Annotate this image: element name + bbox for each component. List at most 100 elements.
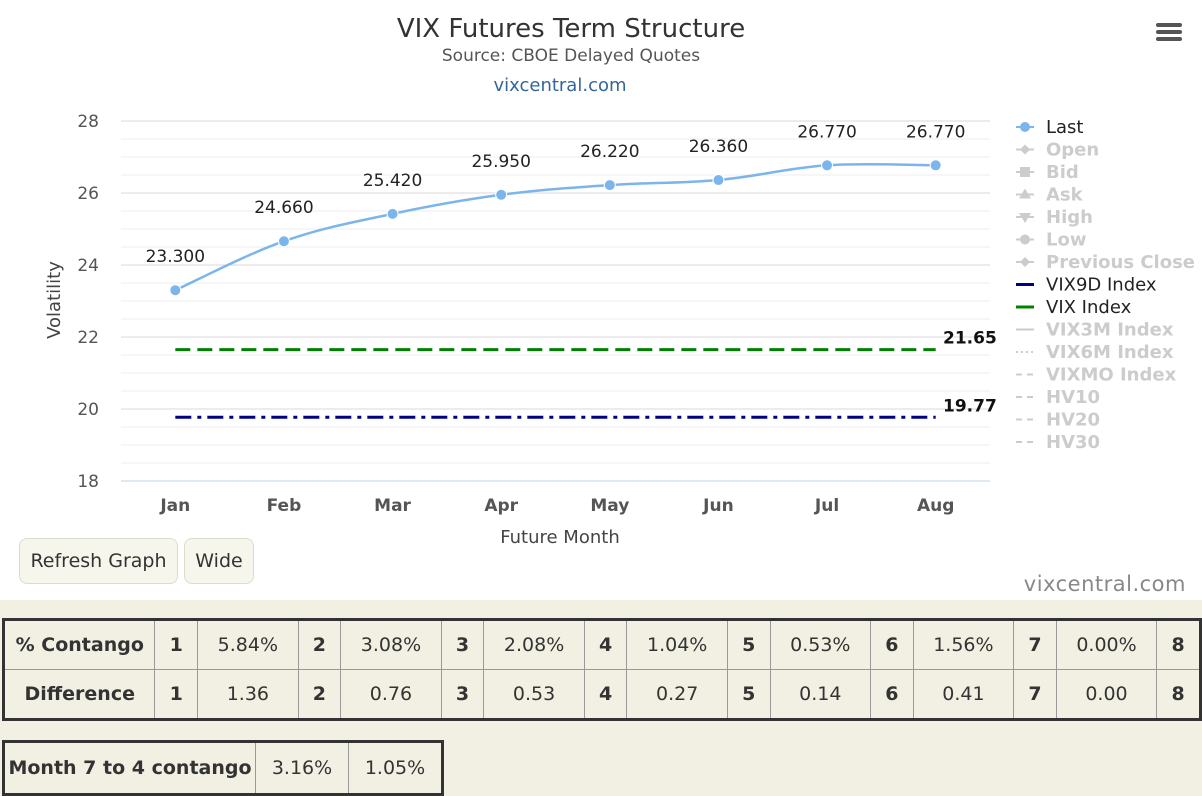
month-number-cell: 4 (583, 669, 628, 720)
value-cell: 1.04% (626, 619, 728, 670)
value-cell: 0.53% (769, 619, 872, 670)
x-tick-label: Apr (484, 496, 518, 516)
data-point (169, 284, 182, 297)
legend-item: Low (1046, 230, 1086, 251)
month-number-cell: 2 (297, 669, 342, 720)
x-axis-title: Future Month (500, 527, 619, 548)
x-tick-label: Feb (267, 496, 302, 516)
value-cell: 0.76 (340, 669, 442, 720)
month-number-cell: 6 (870, 669, 914, 720)
data-point (277, 235, 290, 248)
x-tick-label: May (590, 496, 629, 516)
hamburger-menu-icon[interactable] (1150, 20, 1188, 50)
table-row: Difference 1 1.36 2 0.76 3 0.53 4 0.27 5 0.14 6 0.41… (2, 669, 1201, 720)
data-point (495, 188, 508, 201)
data-label: 24.660 (254, 198, 313, 218)
legend-item: High (1046, 207, 1093, 228)
vix9d-index-label: 19.77 (943, 396, 997, 416)
row-label: Difference (2, 669, 156, 720)
legend-marker (1020, 234, 1030, 245)
legend-item: VIXMO Index (1046, 365, 1177, 386)
legend-item: Previous Close (1046, 252, 1195, 273)
value-cell: 2.08% (483, 619, 585, 670)
chart-subtitle: Source: CBOE Delayed Quotes (442, 46, 700, 66)
data-label: 26.220 (580, 142, 639, 162)
y-tick-label: 24 (77, 256, 99, 276)
credit-link: vixcentral.com (493, 75, 626, 96)
legend-item: Last (1046, 117, 1084, 138)
month-number-cell: 8 (1156, 619, 1201, 670)
legend-item: VIX9D Index (1046, 275, 1157, 296)
value-cell: 0.53 (483, 669, 585, 720)
summary-label: Month 7 to 4 contango (3, 741, 256, 795)
refresh-graph-button[interactable]: Refresh Graph (19, 538, 178, 584)
month-number-cell: 7 (1013, 619, 1057, 670)
legend-item: VIX Index (1046, 297, 1132, 318)
value-cell: 0.00 (1055, 669, 1158, 720)
legend-item: VIX3M Index (1046, 320, 1174, 341)
month-number-cell: 3 (440, 619, 485, 670)
data-point (603, 179, 616, 192)
row-label: % Contango (2, 619, 156, 670)
legend-item: HV10 (1046, 387, 1100, 408)
month-number-cell: 5 (726, 669, 771, 720)
x-tick-label: Aug (917, 496, 954, 516)
table-row: Month 7 to 4 contango 3.16% 1.05% (3, 741, 443, 795)
month-number-cell: 5 (726, 619, 771, 670)
legend-item: HV30 (1046, 432, 1100, 453)
vix-index-label: 21.65 (943, 329, 997, 349)
month-number-cell: 7 (1013, 669, 1057, 720)
wide-button[interactable]: Wide (184, 538, 254, 584)
last-series-line (174, 162, 936, 292)
y-tick-label: 22 (77, 328, 99, 348)
y-tick-label: 18 (77, 472, 99, 492)
data-point (821, 159, 834, 172)
summary-table: Month 7 to 4 contango 3.16% 1.05% (2, 740, 444, 796)
month-number-cell: 3 (440, 669, 485, 720)
table-row: % Contango 1 5.84% 2 3.08% 3 2.08% 4 1.04% 5 0.53%… (2, 619, 1201, 670)
x-tick-label: Jun (702, 496, 734, 516)
x-tick-label: Jan (159, 496, 190, 516)
watermark: vixcentral.com (1023, 572, 1186, 596)
value-cell: 0.27 (626, 669, 728, 720)
legend-item: Bid (1046, 162, 1079, 183)
x-tick-label: Mar (374, 496, 411, 516)
legend-marker (1020, 144, 1030, 155)
data-point (386, 207, 399, 220)
chart-title: VIX Futures Term Structure (397, 14, 745, 44)
legend-marker (1019, 213, 1031, 223)
value-cell: 0.41 (912, 669, 1015, 720)
month-number-cell: 4 (583, 619, 628, 670)
legend-item: Open (1046, 140, 1099, 161)
data-label: 26.770 (906, 122, 965, 142)
legend-item: HV20 (1046, 410, 1100, 431)
value-cell: 1.56% (912, 619, 1015, 670)
month-number-cell: 6 (870, 619, 914, 670)
data-label: 25.420 (363, 171, 422, 191)
contango-table: % Contango 1 5.84% 2 3.08% 3 2.08% 4 1.04% 5 0.53%… (2, 618, 1202, 721)
month-number-cell: 2 (297, 619, 342, 670)
x-tick-label: Jul (814, 496, 839, 516)
data-label: 25.950 (471, 152, 530, 172)
legend-marker (1019, 188, 1031, 199)
y-tick-label: 28 (77, 112, 99, 132)
data-point (712, 174, 725, 187)
legend-item: VIX6M Index (1046, 342, 1174, 363)
legend-marker (1020, 122, 1030, 132)
legend-marker (1020, 257, 1030, 267)
month-number-cell: 1 (154, 619, 199, 670)
legend-item: Ask (1046, 185, 1084, 206)
data-label: 26.770 (797, 122, 856, 142)
chart-panel: VIX Futures Term Structure Source: CBOE D… (0, 0, 1202, 600)
value-cell: 3.08% (340, 619, 442, 670)
summary-value: 1.05% (348, 741, 443, 795)
summary-value: 3.16% (255, 741, 349, 795)
value-cell: 0.14 (769, 669, 872, 720)
month-number-cell: 8 (1156, 669, 1201, 720)
value-cell: 5.84% (197, 619, 299, 670)
legend-marker (1020, 167, 1030, 177)
y-tick-label: 26 (77, 184, 99, 204)
data-label: 23.300 (146, 247, 205, 267)
y-tick-label: 20 (77, 400, 99, 420)
